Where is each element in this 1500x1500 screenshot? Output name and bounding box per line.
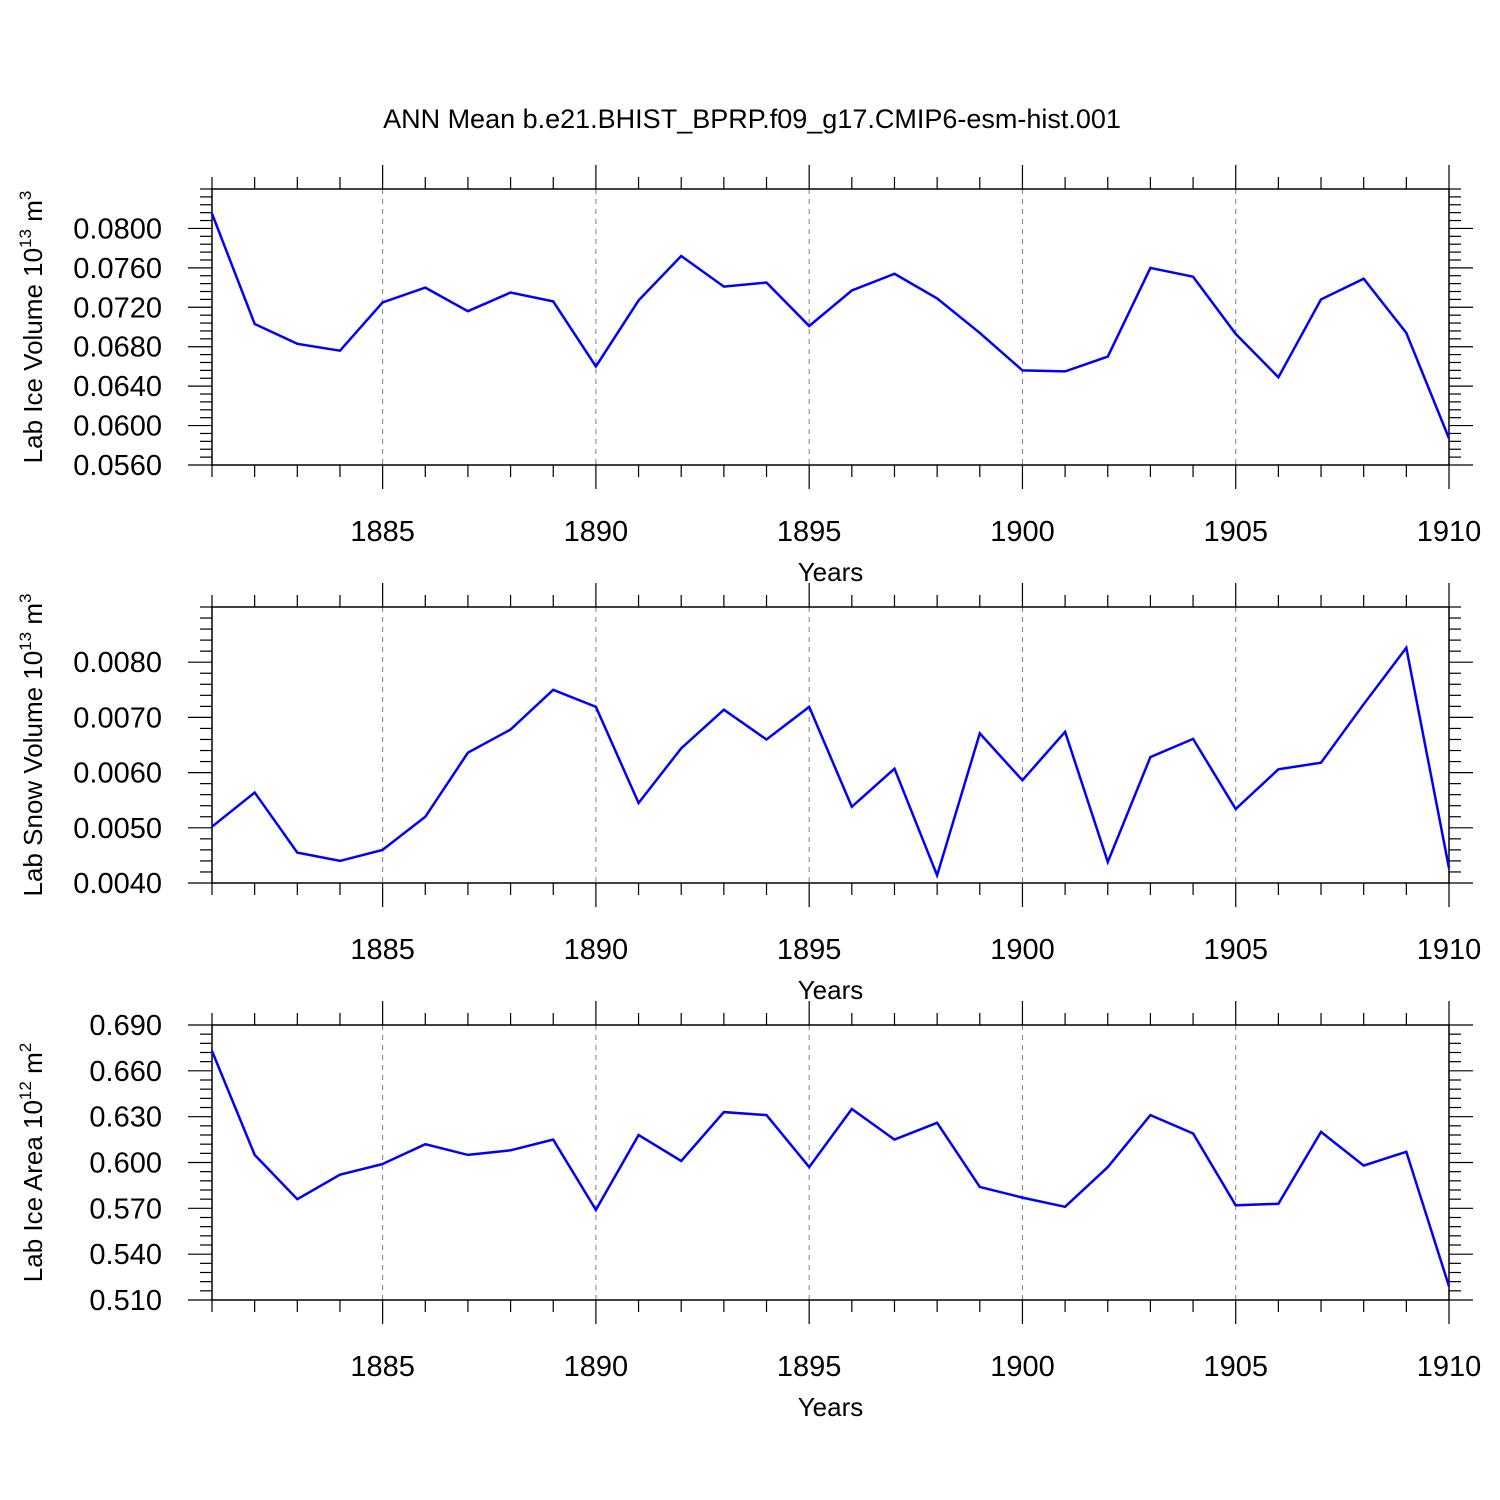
y-tick-label: 0.660 (89, 1056, 162, 1088)
y-axis-title-superscript: 12 (16, 1081, 35, 1100)
x-axis-title: Years (798, 1392, 864, 1422)
y-tick-label: 0.0560 (73, 450, 162, 482)
y-axis-title-part: Lab Snow Volume 10 (18, 651, 48, 897)
y-tick-label: 0.0760 (73, 253, 162, 285)
y-axis-title-superscript: 13 (16, 229, 35, 248)
y-tick-label: 0.0720 (73, 292, 162, 324)
y-tick-label: 0.0040 (73, 868, 162, 900)
x-tick-label: 1900 (990, 1351, 1055, 1383)
y-tick-label: 0.600 (89, 1148, 162, 1180)
y-tick-label: 0.0640 (73, 371, 162, 403)
y-tick-label: 0.570 (89, 1193, 162, 1225)
x-tick-label: 1890 (564, 1351, 629, 1383)
y-tick-label: 0.690 (89, 1010, 162, 1042)
y-tick-label: 0.510 (89, 1285, 162, 1317)
x-tick-label: 1895 (777, 1351, 842, 1383)
y-tick-label: 0.0800 (73, 213, 162, 245)
y-axis-title-part: Lab Ice Area 10 (18, 1100, 48, 1282)
y-axis-title-part: Lab Ice Volume 10 (18, 248, 48, 463)
x-tick-label: 1890 (564, 516, 629, 548)
series-line (210, 213, 1451, 439)
y-axis-title-part: m (18, 603, 48, 632)
y-axis-title-part: m (18, 200, 48, 229)
x-tick-label: 1885 (350, 934, 415, 966)
x-tick-label: 1905 (1203, 1351, 1268, 1383)
x-axis-title: Years (798, 975, 864, 1005)
y-tick-label: 0.0060 (73, 758, 162, 790)
y-axis-title: Lab Ice Volume 1013 m3 (16, 191, 48, 464)
series-line (211, 644, 1451, 880)
chart-panel-3: 0.510 0.540 0.570 0.600 0.630 0.660 0.690 1885 1… (16, 1001, 1481, 1422)
x-tick-label: 1885 (350, 1351, 415, 1383)
x-tick-label: 1890 (564, 934, 629, 966)
y-axis-title-superscript: 13 (16, 632, 35, 651)
x-tick-label: 1905 (1203, 516, 1268, 548)
chart-panel-1: 0.0560 0.0600 0.0640 0.0680 0.0720 0.0760 0.08… (16, 165, 1481, 587)
plot-frame (211, 188, 1450, 466)
y-tick-label: 0.630 (89, 1102, 162, 1134)
x-axis-title: Years (798, 557, 864, 587)
y-axis-title-superscript: 3 (16, 191, 35, 200)
x-tick-label: 1885 (350, 516, 415, 548)
plot-frame (211, 1024, 1450, 1301)
y-axis-title-part: m (18, 1052, 48, 1081)
x-tick-label: 1910 (1417, 516, 1482, 548)
y-axis-title-superscript: 3 (16, 593, 35, 602)
y-tick-label: 0.0080 (73, 647, 162, 679)
y-tick-label: 0.0050 (73, 813, 162, 845)
y-tick-label: 0.0680 (73, 332, 162, 364)
x-tick-label: 1905 (1203, 934, 1268, 966)
y-tick-label: 0.0600 (73, 411, 162, 443)
y-tick-label: 0.540 (89, 1239, 162, 1271)
x-tick-label: 1895 (777, 516, 842, 548)
x-tick-label: 1900 (990, 516, 1055, 548)
x-tick-label: 1910 (1417, 1351, 1482, 1383)
y-axis-title: Lab Snow Volume 1013 m3 (16, 593, 48, 896)
x-tick-label: 1900 (990, 934, 1055, 966)
plot-frame (211, 606, 1450, 884)
x-tick-label: 1910 (1417, 934, 1482, 966)
chart-panel-2: 0.0040 0.0050 0.0060 0.0070 0.0080 1885 1890 18… (16, 583, 1481, 1005)
y-axis-title: Lab Ice Area 1012 m2 (16, 1043, 48, 1282)
x-tick-label: 1895 (777, 934, 842, 966)
y-tick-label: 0.0070 (73, 702, 162, 734)
series-line (210, 1050, 1451, 1287)
chart-title: ANN Mean b.e21.BHIST_BPRP.f09_g17.CMIP6-… (383, 104, 1121, 134)
y-axis-title-superscript: 2 (16, 1043, 35, 1052)
